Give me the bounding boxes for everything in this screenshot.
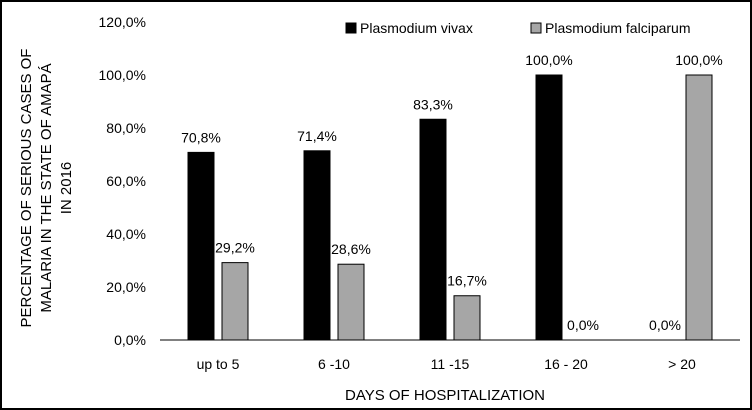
bar-series-2 <box>685 74 713 341</box>
y-tick-label: 60,0% <box>106 173 146 189</box>
legend-swatch-series-2 <box>530 22 542 34</box>
legend-label-series-2: Plasmodium falciparum <box>545 20 691 36</box>
y-axis-title-text: PERCENTAGE OF SERIOUS CASES OF MALARIA IN… <box>18 49 75 328</box>
bar-series-1 <box>535 74 563 341</box>
data-label: 100,0% <box>675 52 722 68</box>
x-axis: up to 5 6 -10 11 -15 16 - 20 > 20 <box>197 356 696 372</box>
y-axis: 0,0% 20,0% 40,0% 60,0% 80,0% 100,0% 120,0% <box>99 14 146 348</box>
x-tick-label: 16 - 20 <box>544 356 588 372</box>
bar-series-2 <box>221 262 249 341</box>
x-tick-label: 6 -10 <box>318 356 350 372</box>
data-label: 70,8% <box>181 129 221 145</box>
legend: Plasmodium vivax Plasmodium falciparum <box>345 20 691 36</box>
bar-series <box>187 74 713 341</box>
bar-series-2 <box>337 263 365 341</box>
data-label: 0,0% <box>567 317 599 333</box>
bar-series-1 <box>187 151 215 341</box>
y-tick-label: 120,0% <box>99 14 146 30</box>
bar-series-1 <box>419 118 447 341</box>
data-labels: 70,8% 29,2% 71,4% 28,6% 83,3% 16,7% 100,0% 0,0%… <box>181 52 723 333</box>
y-axis-title-line: IN 2016 <box>58 162 75 215</box>
y-tick-label: 0,0% <box>114 332 146 348</box>
bar-series-1 <box>303 150 331 341</box>
x-axis-title: DAYS OF HOSPITALIZATION <box>345 387 545 404</box>
bar-series-2 <box>453 295 481 341</box>
legend-swatch-series-1 <box>345 22 357 34</box>
data-label: 100,0% <box>525 52 572 68</box>
y-axis-title: PERCENTAGE OF SERIOUS CASES OF MALARIA IN… <box>18 49 75 328</box>
y-tick-label: 20,0% <box>106 279 146 295</box>
x-tick-label: up to 5 <box>197 356 240 372</box>
data-label: 71,4% <box>297 128 337 144</box>
data-label: 28,6% <box>331 241 371 257</box>
data-label: 16,7% <box>447 273 487 289</box>
y-tick-label: 40,0% <box>106 226 146 242</box>
data-label: 83,3% <box>413 96 453 112</box>
data-label: 0,0% <box>649 317 681 333</box>
x-tick-label: 11 -15 <box>431 356 470 372</box>
legend-label-series-1: Plasmodium vivax <box>360 20 473 36</box>
y-tick-label: 100,0% <box>99 67 146 83</box>
y-axis-title-line: MALARIA IN THE STATE OF AMAPÁ <box>38 63 55 312</box>
y-axis-title-line: PERCENTAGE OF SERIOUS CASES OF <box>18 49 35 328</box>
data-label: 29,2% <box>215 240 255 256</box>
x-tick-label: > 20 <box>668 356 696 372</box>
y-tick-label: 80,0% <box>106 120 146 136</box>
